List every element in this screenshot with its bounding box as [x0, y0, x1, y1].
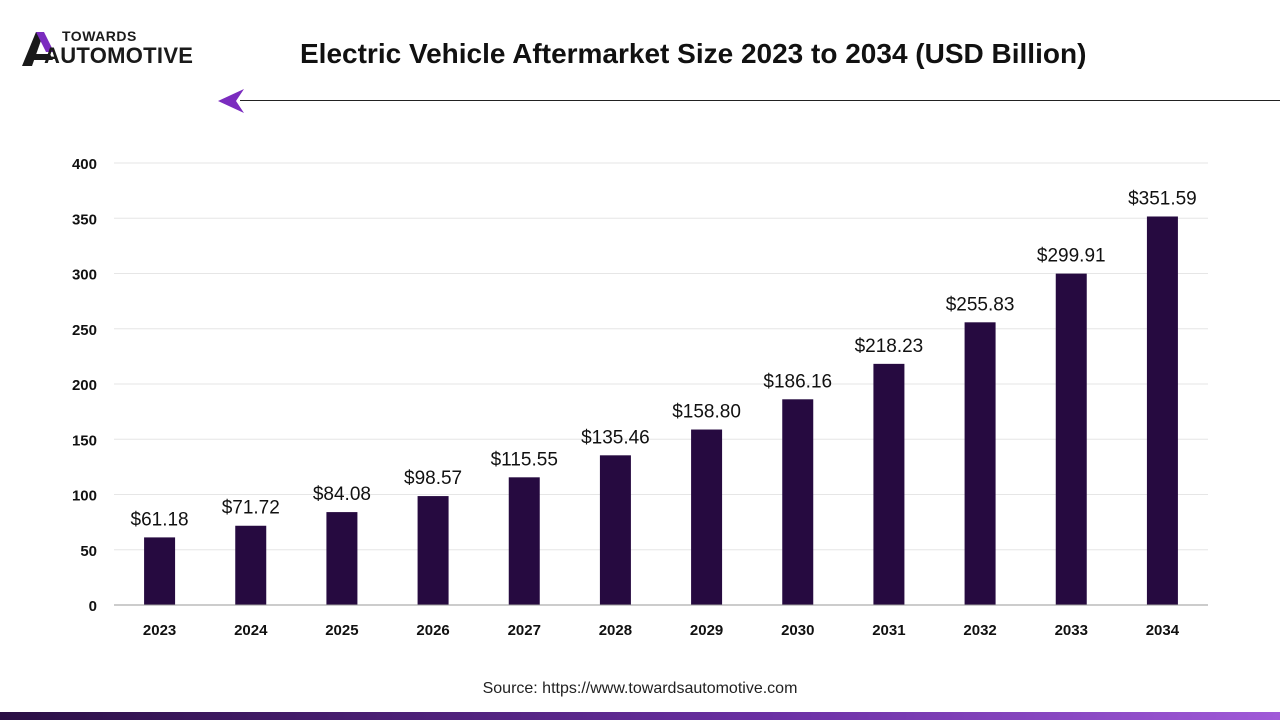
y-tick-label: 250 [72, 322, 97, 339]
title-divider [240, 100, 1280, 101]
y-tick-label: 100 [72, 488, 97, 505]
brand-logo: TOWARDS AUTOMOTIVE [20, 24, 230, 74]
y-tick-label: 300 [72, 267, 97, 284]
data-label: $158.80 [672, 402, 741, 423]
bar [599, 455, 631, 605]
x-tick-label: 2027 [508, 622, 541, 639]
data-label: $255.83 [946, 294, 1015, 315]
y-tick-label: 350 [72, 211, 97, 228]
y-tick-label: 0 [89, 598, 97, 615]
bar [691, 429, 723, 605]
data-label: $98.57 [404, 468, 462, 489]
bar [782, 399, 814, 605]
data-label: $71.72 [222, 498, 280, 519]
data-label: $351.59 [1128, 188, 1197, 209]
data-label: $84.08 [313, 484, 371, 505]
brand-name-top: TOWARDS [62, 28, 137, 44]
bar [235, 525, 267, 605]
title-arrow-icon [218, 89, 244, 113]
bar [326, 512, 358, 605]
y-tick-label: 150 [72, 432, 97, 449]
x-tick-label: 2023 [143, 622, 176, 639]
x-tick-label: 2032 [963, 622, 996, 639]
bar [417, 496, 449, 605]
bar [964, 322, 996, 605]
x-tick-label: 2026 [416, 622, 449, 639]
data-label: $61.18 [131, 509, 189, 530]
data-label: $135.46 [581, 427, 650, 448]
bar [508, 477, 540, 605]
x-tick-label: 2029 [690, 622, 723, 639]
x-tick-label: 2025 [325, 622, 358, 639]
bar [1146, 216, 1178, 606]
brand-name-bottom: AUTOMOTIVE [44, 43, 194, 68]
data-labels: $61.18 $71.72 $84.08 $98.57 $115.55 $135.46 $1… [131, 188, 1197, 530]
chart-title: Electric Vehicle Aftermarket Size 2023 t… [300, 38, 1087, 69]
data-label: $186.16 [763, 371, 832, 392]
y-axis-ticks: 0 50 100 150 200 250 300 350 400 [72, 156, 97, 615]
x-tick-label: 2024 [234, 622, 268, 639]
x-axis-ticks: 2023 2024 2025 2026 2027 2028 2029 2030 2031 2032… [143, 622, 1180, 639]
bar [144, 537, 176, 605]
x-tick-label: 2028 [599, 622, 632, 639]
bottom-accent-band [0, 712, 1280, 720]
bar [873, 363, 905, 605]
data-label: $218.23 [855, 336, 924, 357]
bar [1055, 273, 1087, 605]
data-label: $115.55 [491, 449, 558, 470]
grid-lines [114, 162, 1208, 551]
y-tick-label: 50 [80, 543, 97, 560]
data-label: $299.91 [1037, 246, 1106, 267]
source-note: Source: https://www.towardsautomotive.co… [482, 680, 798, 697]
x-tick-label: 2034 [1146, 622, 1180, 639]
y-tick-label: 200 [72, 377, 97, 394]
x-tick-label: 2031 [872, 622, 905, 639]
x-tick-label: 2033 [1055, 622, 1088, 639]
towards-automotive-logo-icon [22, 32, 54, 66]
bars [144, 216, 1178, 606]
y-tick-label: 400 [72, 156, 97, 173]
x-tick-label: 2030 [781, 622, 814, 639]
